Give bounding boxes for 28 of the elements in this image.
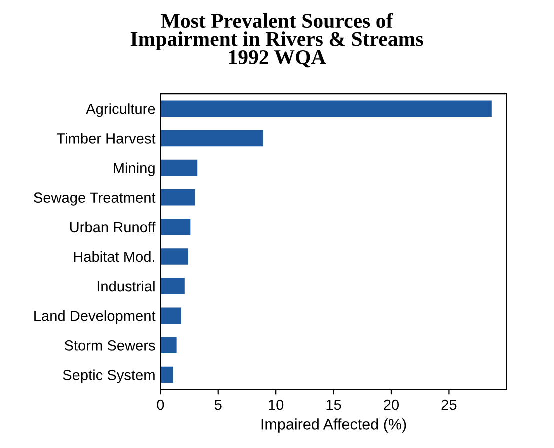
x-axis-title: Impaired Affected (%) [262, 418, 406, 433]
y-tick-label: Septic System [63, 370, 155, 384]
bar [160, 219, 191, 236]
y-tick-label: Agriculture [86, 104, 156, 118]
bar [160, 248, 188, 265]
x-tick-label: 10 [269, 400, 284, 410]
x-tick-label: 5 [214, 400, 222, 410]
y-tick-label: Storm Sewers [64, 340, 156, 351]
chart-title: Most Prevalent Sources of Impairment in Rivers & Streams 1992 WQA [130, 13, 424, 68]
bar [160, 130, 264, 147]
bar [160, 189, 196, 206]
y-tick-label: Sewage Treatment [34, 192, 156, 206]
y-tick-label: Mining [114, 162, 155, 176]
y-tick-label: Habitat Mod. [74, 251, 154, 262]
x-tick-label: 0 [157, 400, 164, 410]
y-tick-label: Urban Runoff [70, 222, 156, 233]
y-tick-label: Land Development [34, 310, 156, 324]
bar [160, 366, 174, 384]
bar [160, 100, 492, 117]
bar [160, 278, 185, 294]
x-tick-label: 20 [384, 400, 400, 410]
y-tick-label: Timber Harvest [57, 133, 156, 144]
bar [160, 160, 198, 176]
x-tick-label: 25 [442, 400, 457, 410]
y-tick-label: Industrial [98, 280, 155, 292]
bar [160, 308, 182, 324]
x-tick-label: 15 [326, 400, 342, 410]
bar [160, 337, 177, 354]
